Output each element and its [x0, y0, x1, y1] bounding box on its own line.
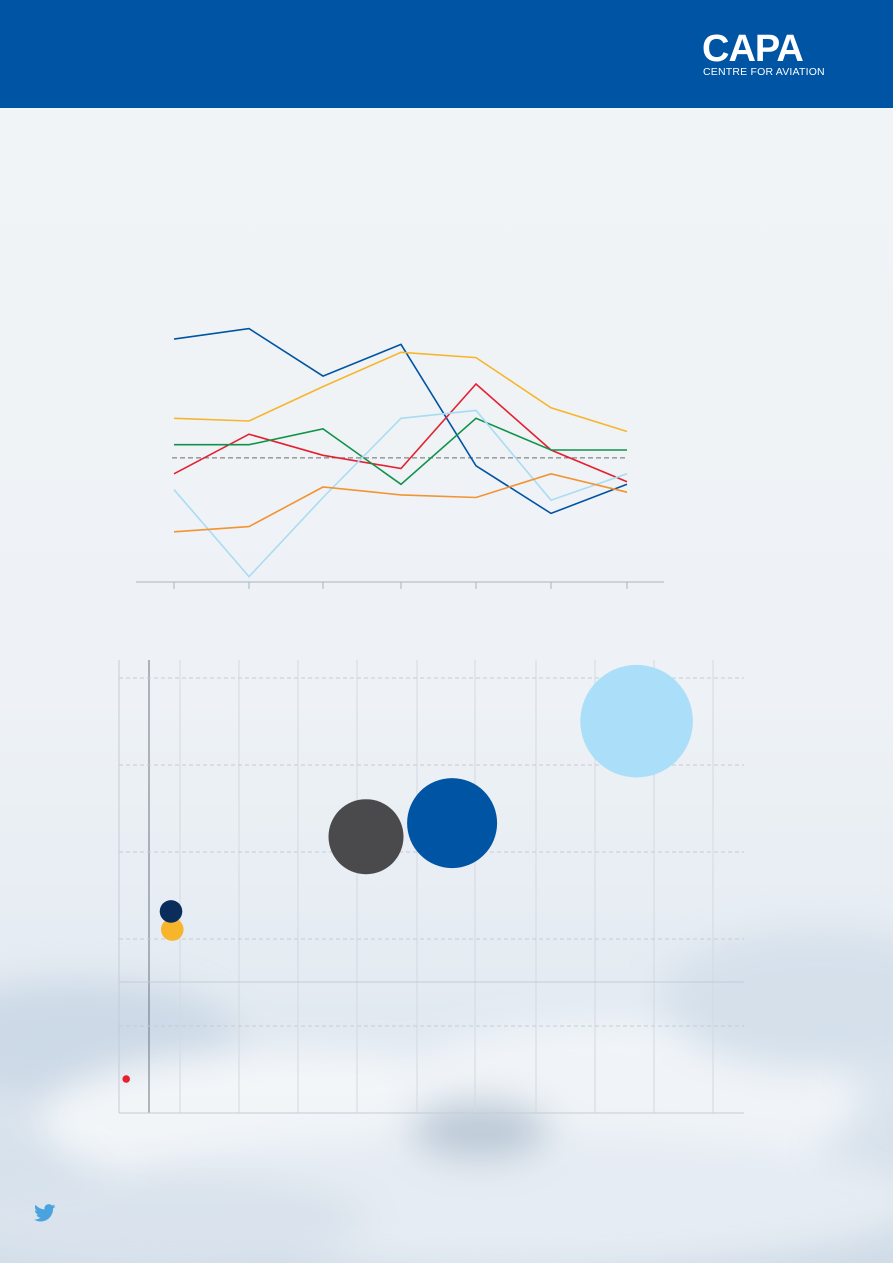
logo-word: CAPA	[702, 28, 804, 70]
twitter-icon[interactable]	[34, 1204, 56, 1222]
bubble-2	[161, 918, 184, 941]
bubble-1	[122, 1075, 130, 1083]
page-header: CAPA CENTRE FOR AVIATION	[0, 0, 893, 108]
bubble-3	[159, 900, 183, 923]
bubble-5	[407, 778, 498, 869]
bubble-4	[328, 799, 404, 875]
series-line-4	[174, 417, 627, 486]
bubble-6	[580, 664, 693, 778]
series-line-1	[173, 327, 628, 515]
series-line-2	[173, 351, 628, 433]
capa-logo: CAPA CENTRE FOR AVIATION	[702, 28, 848, 80]
series-line-6	[173, 472, 628, 533]
logo-subtitle: CENTRE FOR AVIATION	[703, 66, 825, 78]
series-line-5	[173, 409, 628, 578]
